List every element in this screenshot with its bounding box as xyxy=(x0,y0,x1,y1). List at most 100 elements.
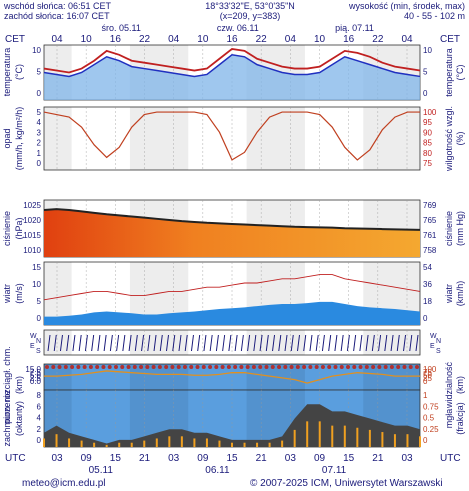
cloudcover-bar xyxy=(343,425,346,447)
cloudcover-bar xyxy=(80,440,83,447)
temperature-left-unit: (°C) xyxy=(14,64,24,80)
wind-arrow xyxy=(209,334,213,352)
top-hour-tick: 04 xyxy=(285,34,297,45)
cloud-top-dot xyxy=(396,365,401,369)
axis-tick-label: 2 xyxy=(37,139,42,148)
wind-arrow xyxy=(122,334,126,352)
axis-tick-label: 15.0 xyxy=(25,365,41,374)
wind-gust-line xyxy=(43,274,421,301)
altitude-values: 40 - 55 - 102 m xyxy=(404,11,465,21)
axis-tick-label: 50 xyxy=(423,371,432,380)
axis-tick-label: 765 xyxy=(423,216,437,225)
night-band xyxy=(129,330,189,355)
cloud-top-dot xyxy=(57,365,62,369)
axis-tick-label: 0 xyxy=(423,377,428,386)
wind-arrow xyxy=(315,334,319,352)
cloud-top-dot xyxy=(170,365,175,369)
wind-arrow xyxy=(159,334,163,352)
cloud-top-dot xyxy=(226,365,231,369)
wind-arrow xyxy=(259,334,263,352)
temperature-min-line xyxy=(43,54,421,78)
bottom-hour-tick: 15 xyxy=(343,453,355,464)
axis-tick-label: 0 xyxy=(423,89,428,98)
cloud-top-dot xyxy=(245,365,250,369)
cloud-top-dot xyxy=(408,365,413,369)
wind-arrow xyxy=(278,334,282,352)
footer-email: meteo@icm.edu.pl xyxy=(22,478,106,489)
pressure-area xyxy=(44,209,420,257)
wind-arrow xyxy=(203,334,207,352)
top-hour-tick: 22 xyxy=(256,34,268,45)
bottom-hour-tick: 09 xyxy=(314,453,326,464)
wind-arrow xyxy=(309,334,313,352)
top-hour-tick: 16 xyxy=(110,34,122,45)
grid-point-text: (x=209, y=383) xyxy=(220,11,281,21)
wind-arrow xyxy=(396,334,400,352)
cloudcover-bar xyxy=(43,438,45,447)
wind-arrow xyxy=(340,334,344,352)
direction-letter: S xyxy=(436,348,441,355)
wind-arrow xyxy=(47,334,51,352)
panel-unit: (km/h) xyxy=(455,281,465,307)
axis-tick-label: 2 xyxy=(37,425,42,434)
axis-tick-label: 6 xyxy=(37,402,42,411)
cloud-top-dot xyxy=(132,365,137,369)
wind-arrow xyxy=(178,334,182,352)
axis-tick-label: 15 xyxy=(32,263,41,272)
axis-tick-label: 0 xyxy=(37,89,42,98)
axis-tick-label: 1015 xyxy=(23,231,41,240)
cloud-top-dot xyxy=(283,365,288,369)
bottom-hour-tick: 21 xyxy=(372,453,384,464)
axis-tick-label: 10 xyxy=(423,46,432,55)
sunrise-text: wschód słońca: 06:51 CET xyxy=(3,1,112,11)
cloudcover-bar xyxy=(419,436,421,447)
cloud-top-dot xyxy=(101,365,106,369)
bottom-hour-labels: 03 09 15 21 03 09 15 21 03 09 15 21 03 xyxy=(51,453,413,464)
wind-arrow xyxy=(253,334,257,352)
axis-tick-label: 80 xyxy=(423,149,432,158)
cloud-top-dot xyxy=(145,365,150,369)
footer-copyright: © 2007-2025 ICM, Uniwersytet Warszawski xyxy=(250,478,443,489)
axis-tick-label: 5.0 xyxy=(30,371,42,380)
axis-tick-label: 1010 xyxy=(23,246,41,255)
wind-arrow xyxy=(84,334,88,352)
cloud-top-dot xyxy=(320,365,325,369)
wind-arrow xyxy=(153,334,157,352)
panel-unit: (frakcja) xyxy=(455,402,465,435)
cloudcover-bar xyxy=(55,434,58,447)
axis-tick-label: 0 xyxy=(37,436,42,445)
bottom-hour-tick: 15 xyxy=(110,453,122,464)
cloud-top-dot xyxy=(264,365,269,369)
wind-arrow xyxy=(197,334,201,352)
direction-letter: E xyxy=(430,343,435,350)
bottom-hour-tick: 03 xyxy=(51,453,63,464)
wind-arrow xyxy=(234,334,238,352)
wind-arrow xyxy=(321,334,325,352)
cloud-top-dot xyxy=(327,365,332,369)
wind-arrow xyxy=(378,334,382,352)
cloud-top-dot xyxy=(258,365,263,369)
axis-tick-label: 7.5 xyxy=(30,368,42,377)
cloud-top-dot xyxy=(51,365,56,369)
temperature-area xyxy=(44,54,420,100)
axis-tick-label: 0 xyxy=(423,436,428,445)
cloud-top-dot xyxy=(214,365,219,369)
direction-letter: N xyxy=(436,338,441,345)
top-tz-right: CET xyxy=(440,34,460,45)
temperature-max-line xyxy=(43,47,421,74)
top-hour-tick: 10 xyxy=(314,34,326,45)
cloudcover-bar xyxy=(293,429,296,447)
axis-tick-label: 100 xyxy=(423,365,437,374)
wind-arrow xyxy=(97,334,101,352)
panel-unit: (mm Hg) xyxy=(455,211,465,246)
axis-tick-label: 1025 xyxy=(23,201,41,210)
clouds-right-unit: (km) xyxy=(455,376,465,394)
wind-arrow xyxy=(109,334,113,352)
wind-arrow xyxy=(184,334,188,352)
wind-arrow xyxy=(247,334,251,352)
top-hour-tick: 04 xyxy=(168,34,180,45)
wind-arrow xyxy=(359,334,363,352)
cloudcover-bar xyxy=(231,442,233,447)
direction-letter: W xyxy=(430,333,437,340)
